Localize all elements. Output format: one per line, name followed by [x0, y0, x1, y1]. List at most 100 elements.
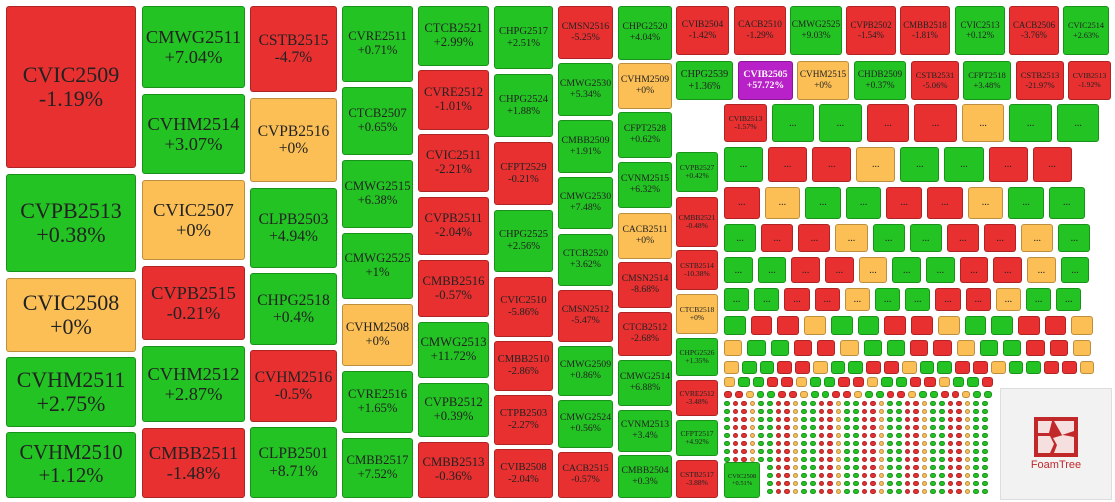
small-tile[interactable]: ...	[761, 223, 794, 253]
tile[interactable]: CMWG2525 +9.03%	[790, 6, 842, 55]
small-tile[interactable]	[939, 440, 945, 446]
small-tile[interactable]	[913, 416, 919, 422]
small-tile[interactable]	[921, 448, 928, 454]
small-tile[interactable]	[947, 448, 954, 454]
small-tile[interactable]	[982, 488, 988, 494]
small-tile[interactable]	[913, 472, 919, 478]
small-tile[interactable]: ...	[768, 147, 808, 182]
small-tile[interactable]	[835, 456, 842, 462]
small-tile[interactable]	[853, 472, 859, 478]
tile[interactable]: CHPG2524 +1.88%	[494, 74, 553, 137]
small-tile[interactable]	[801, 480, 807, 486]
small-tile[interactable]: ...	[858, 257, 888, 283]
small-tile[interactable]	[896, 416, 902, 422]
small-tile[interactable]	[867, 377, 879, 388]
small-tile[interactable]	[752, 377, 764, 388]
tile[interactable]: CFPT2528 +0.62%	[618, 112, 672, 158]
small-tile[interactable]	[924, 377, 936, 388]
small-tile[interactable]	[732, 440, 739, 446]
small-tile[interactable]	[956, 448, 962, 454]
small-tile[interactable]	[964, 416, 971, 422]
small-tile[interactable]	[861, 464, 868, 470]
small-tile[interactable]	[801, 464, 807, 470]
small-tile[interactable]	[973, 448, 979, 454]
small-tile[interactable]	[724, 416, 730, 422]
small-tile[interactable]	[799, 390, 808, 398]
small-tile[interactable]	[1049, 339, 1068, 357]
small-tile[interactable]	[784, 464, 790, 470]
tile[interactable]: CHPG2526 +1.35%	[676, 338, 718, 376]
small-tile[interactable]: ...	[927, 186, 963, 219]
small-tile[interactable]	[741, 424, 747, 430]
small-tile[interactable]	[818, 440, 825, 446]
small-tile[interactable]	[827, 472, 833, 478]
small-tile[interactable]	[801, 416, 807, 422]
tile[interactable]: CTPB2503 -2.27%	[494, 395, 553, 445]
small-tile[interactable]	[732, 408, 739, 414]
small-tile[interactable]	[732, 448, 739, 454]
small-tile[interactable]	[904, 400, 911, 406]
small-tile[interactable]	[784, 456, 790, 462]
small-tile[interactable]	[853, 408, 859, 414]
tile[interactable]: CSTB2515 -4.7%	[250, 6, 337, 92]
small-tile[interactable]	[870, 464, 876, 470]
small-tile[interactable]	[792, 440, 799, 446]
small-tile[interactable]	[878, 464, 885, 470]
tile[interactable]: CSTB2531 -5.06%	[911, 61, 959, 100]
small-tile[interactable]	[887, 456, 893, 462]
small-tile[interactable]	[724, 408, 730, 414]
small-tile[interactable]	[777, 361, 793, 375]
small-tile[interactable]	[801, 472, 807, 478]
small-tile[interactable]	[870, 424, 876, 430]
small-tile[interactable]	[810, 456, 816, 462]
tile[interactable]: CVIC2513 +0.12%	[955, 6, 1005, 55]
small-tile[interactable]	[758, 416, 764, 422]
small-tile[interactable]	[861, 408, 868, 414]
small-tile[interactable]	[913, 440, 919, 446]
small-tile[interactable]	[919, 390, 927, 398]
small-tile[interactable]	[930, 488, 936, 494]
small-tile[interactable]	[870, 456, 876, 462]
small-tile[interactable]: ...	[926, 257, 955, 283]
small-tile[interactable]	[930, 480, 936, 486]
small-tile[interactable]	[973, 432, 979, 438]
small-tile[interactable]	[767, 448, 773, 454]
small-tile[interactable]	[878, 472, 885, 478]
tile[interactable]: CHDB2509 +0.37%	[854, 61, 906, 100]
small-tile[interactable]	[921, 472, 928, 478]
small-tile[interactable]	[818, 408, 825, 414]
small-tile[interactable]	[1071, 315, 1094, 335]
small-tile[interactable]	[853, 432, 859, 438]
small-tile[interactable]	[973, 488, 979, 494]
small-tile[interactable]	[870, 448, 876, 454]
small-tile[interactable]	[861, 456, 868, 462]
small-tile[interactable]	[913, 408, 919, 414]
tile[interactable]: CMWG2530 +7.48%	[558, 177, 613, 229]
tile[interactable]: CLPB2503 +4.94%	[250, 188, 337, 268]
small-tile[interactable]	[738, 377, 750, 388]
small-tile[interactable]	[947, 400, 954, 406]
small-tile[interactable]	[940, 390, 949, 398]
tile[interactable]: CLPB2501 +8.71%	[250, 427, 337, 498]
tile[interactable]: CMWG2511 +7.04%	[142, 6, 245, 88]
small-tile[interactable]	[870, 472, 876, 478]
small-tile[interactable]	[904, 416, 911, 422]
small-tile[interactable]	[939, 488, 945, 494]
small-tile[interactable]	[784, 480, 790, 486]
tile[interactable]: CTCB2507 +0.65%	[342, 87, 413, 155]
small-tile[interactable]	[939, 416, 945, 422]
small-tile[interactable]	[964, 315, 987, 335]
small-tile[interactable]	[956, 432, 962, 438]
small-tile[interactable]	[901, 361, 917, 375]
small-tile[interactable]: ...	[1056, 104, 1100, 142]
small-tile[interactable]	[861, 480, 868, 486]
small-tile[interactable]	[835, 424, 842, 430]
small-tile[interactable]	[1003, 339, 1022, 357]
small-tile[interactable]	[824, 377, 836, 388]
small-tile[interactable]	[732, 400, 739, 406]
small-tile[interactable]	[947, 456, 954, 462]
small-tile[interactable]	[827, 400, 833, 406]
small-tile[interactable]	[939, 432, 945, 438]
small-tile[interactable]	[886, 390, 895, 398]
small-tile[interactable]	[973, 390, 982, 398]
